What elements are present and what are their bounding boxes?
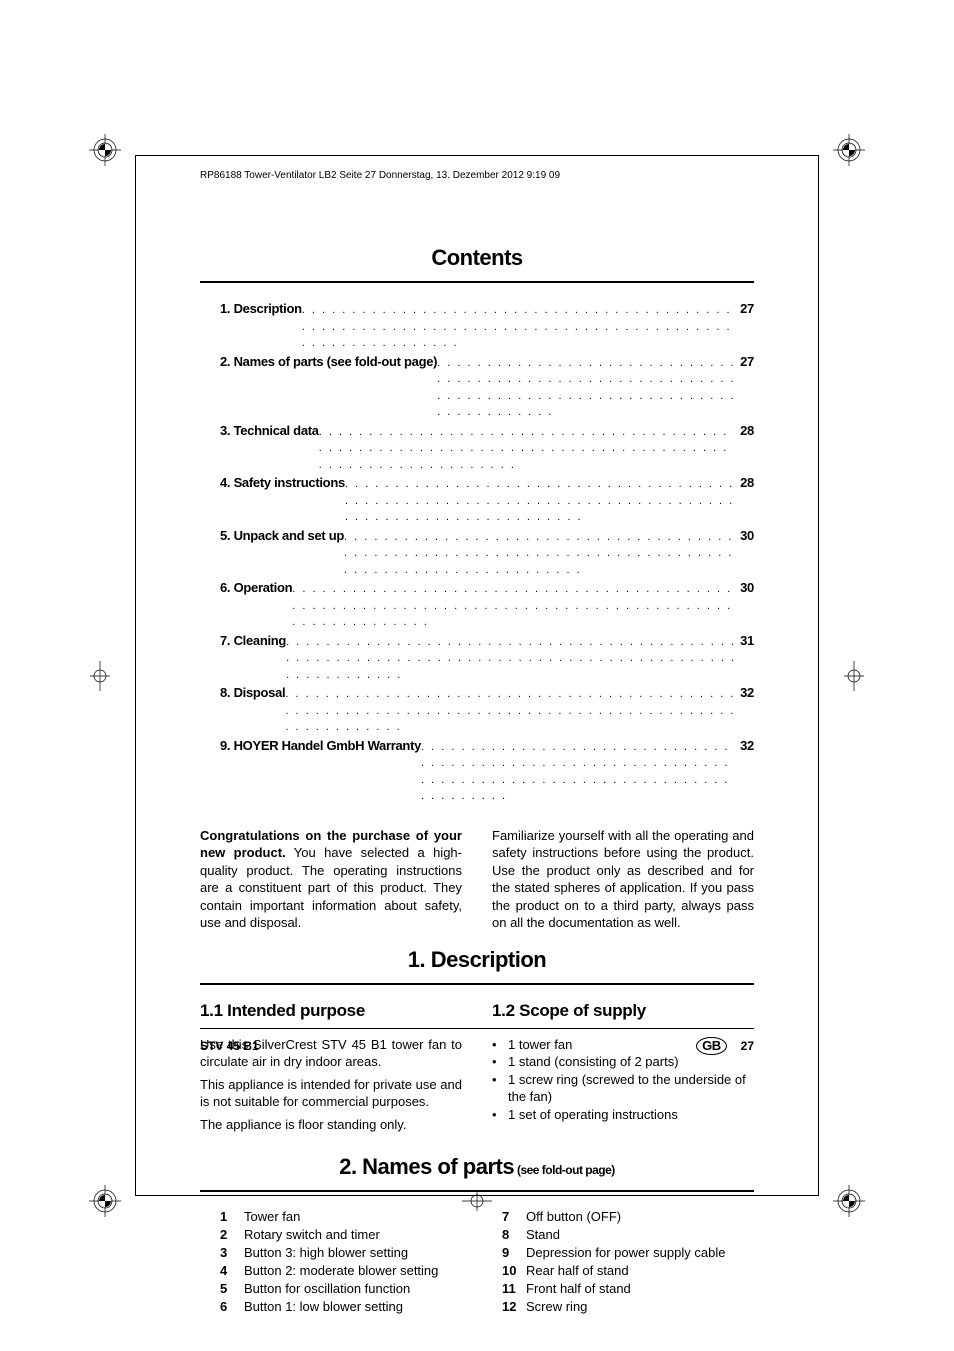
toc-page: 28 <box>736 473 754 493</box>
list-item: 3Button 3: high blower setting <box>220 1244 472 1262</box>
section2-title: 2. Names of parts (see fold-out page) <box>200 1154 754 1180</box>
section1-columns: 1.1 Intended purpose Use this SilverCres… <box>200 1001 754 1139</box>
toc-item: 5. Unpack and set up 30 <box>220 526 754 579</box>
toc-page: 28 <box>736 421 754 441</box>
intro-columns: Congratulations on the purchase of your … <box>200 827 754 932</box>
toc-dots <box>345 476 736 526</box>
toc-page: 30 <box>736 578 754 598</box>
list-item: 1Tower fan <box>220 1208 472 1226</box>
crop-mark-br <box>829 1181 869 1221</box>
toc-list: 1. Description 27 2. Names of parts (see … <box>220 299 754 805</box>
toc-item: 6. Operation 30 <box>220 578 754 631</box>
toc-page: 32 <box>736 736 754 756</box>
toc-label: 3. Technical data <box>220 421 319 441</box>
list-item: 6Button 1: low blower setting <box>220 1298 472 1316</box>
toc-dots <box>285 686 736 736</box>
footer-right: GB 27 <box>696 1037 754 1055</box>
toc-page: 27 <box>736 299 754 319</box>
crop-mark-tl <box>85 130 125 170</box>
list-item: 4Button 2: moderate blower setting <box>220 1262 472 1280</box>
crop-mark-tr <box>829 130 869 170</box>
page-number: 27 <box>741 1039 754 1053</box>
footer-model: STV 45 B1 <box>200 1039 259 1053</box>
toc-item: 7. Cleaning 31 <box>220 631 754 684</box>
sub1-title: 1.1 Intended purpose <box>200 1001 462 1021</box>
section2-columns: 1Tower fan 2Rotary switch and timer 3But… <box>220 1208 754 1317</box>
section2-suffix: (see fold-out page) <box>514 1163 615 1177</box>
intro-right: Familiarize yourself with all the operat… <box>492 827 754 932</box>
section-names-of-parts: 2. Names of parts (see fold-out page) 1T… <box>200 1154 754 1317</box>
toc-label: 6. Operation <box>220 578 292 598</box>
list-item: 1 set of operating instructions <box>492 1106 754 1124</box>
document-header: RP86188 Tower-Ventilator LB2 Seite 27 Do… <box>200 170 560 181</box>
toc-page: 32 <box>736 683 754 703</box>
toc-dots <box>319 424 736 474</box>
toc-label: 9. HOYER Handel GmbH Warranty <box>220 736 421 756</box>
toc-page: 31 <box>736 631 754 651</box>
list-item: 9Depression for power supply cable <box>502 1244 754 1262</box>
toc-label: 7. Cleaning <box>220 631 286 651</box>
sub1-p2: This appliance is intended for private u… <box>200 1076 462 1111</box>
list-item: 7Off button (OFF) <box>502 1208 754 1226</box>
toc-dots <box>344 529 736 579</box>
list-item: 10Rear half of stand <box>502 1262 754 1280</box>
parts-list-left: 1Tower fan 2Rotary switch and timer 3But… <box>220 1208 472 1317</box>
intro-left: Congratulations on the purchase of your … <box>200 827 462 932</box>
toc-item: 1. Description 27 <box>220 299 754 352</box>
list-item: 1 stand (consisting of 2 parts) <box>492 1053 754 1071</box>
toc-dots <box>286 634 736 684</box>
toc-label: 4. Safety instructions <box>220 473 345 493</box>
contents-title: Contents <box>200 245 754 271</box>
title-underline <box>200 1190 754 1192</box>
toc-dots <box>421 739 736 805</box>
toc-item: 3. Technical data 28 <box>220 421 754 474</box>
section1-right: 1.2 Scope of supply 1 tower fan 1 stand … <box>492 1001 754 1139</box>
list-item: 8Stand <box>502 1226 754 1244</box>
toc-label: 8. Disposal <box>220 683 285 703</box>
crop-mark-right <box>844 661 864 691</box>
crop-mark-left <box>90 661 110 691</box>
crop-mark-bl <box>85 1181 125 1221</box>
toc-dots <box>302 302 736 352</box>
toc-item: 2. Names of parts (see fold-out page) 27 <box>220 352 754 421</box>
list-item: 1 screw ring (screwed to the underside o… <box>492 1071 754 1106</box>
title-underline <box>200 983 754 985</box>
sub1-p3: The appliance is floor standing only. <box>200 1116 462 1134</box>
toc-item: 4. Safety instructions 28 <box>220 473 754 526</box>
section1-left: 1.1 Intended purpose Use this SilverCres… <box>200 1001 462 1139</box>
toc-label: 5. Unpack and set up <box>220 526 344 546</box>
toc-item: 9. HOYER Handel GmbH Warranty 32 <box>220 736 754 805</box>
toc-page: 30 <box>736 526 754 546</box>
sub2-title: 1.2 Scope of supply <box>492 1001 754 1021</box>
toc-label: 1. Description <box>220 299 302 319</box>
content-area: Contents 1. Description 27 2. Names of pa… <box>200 245 754 1317</box>
list-item: 12Screw ring <box>502 1298 754 1316</box>
toc-dots <box>437 355 736 421</box>
toc-dots <box>292 581 736 631</box>
toc-item: 8. Disposal 32 <box>220 683 754 736</box>
section1-title: 1. Description <box>200 947 754 973</box>
section2-left: 1Tower fan 2Rotary switch and timer 3But… <box>220 1208 472 1317</box>
list-item: 5Button for oscillation function <box>220 1280 472 1298</box>
toc-page: 27 <box>736 352 754 372</box>
language-badge: GB <box>696 1037 727 1055</box>
parts-list-right: 7Off button (OFF) 8Stand 9Depression for… <box>502 1208 754 1317</box>
page-footer: STV 45 B1 GB 27 <box>200 1028 754 1055</box>
list-item: 2Rotary switch and timer <box>220 1226 472 1244</box>
toc-label: 2. Names of parts (see fold-out page) <box>220 352 437 372</box>
section2-right: 7Off button (OFF) 8Stand 9Depression for… <box>502 1208 754 1317</box>
list-item: 11Front half of stand <box>502 1280 754 1298</box>
title-underline <box>200 281 754 283</box>
